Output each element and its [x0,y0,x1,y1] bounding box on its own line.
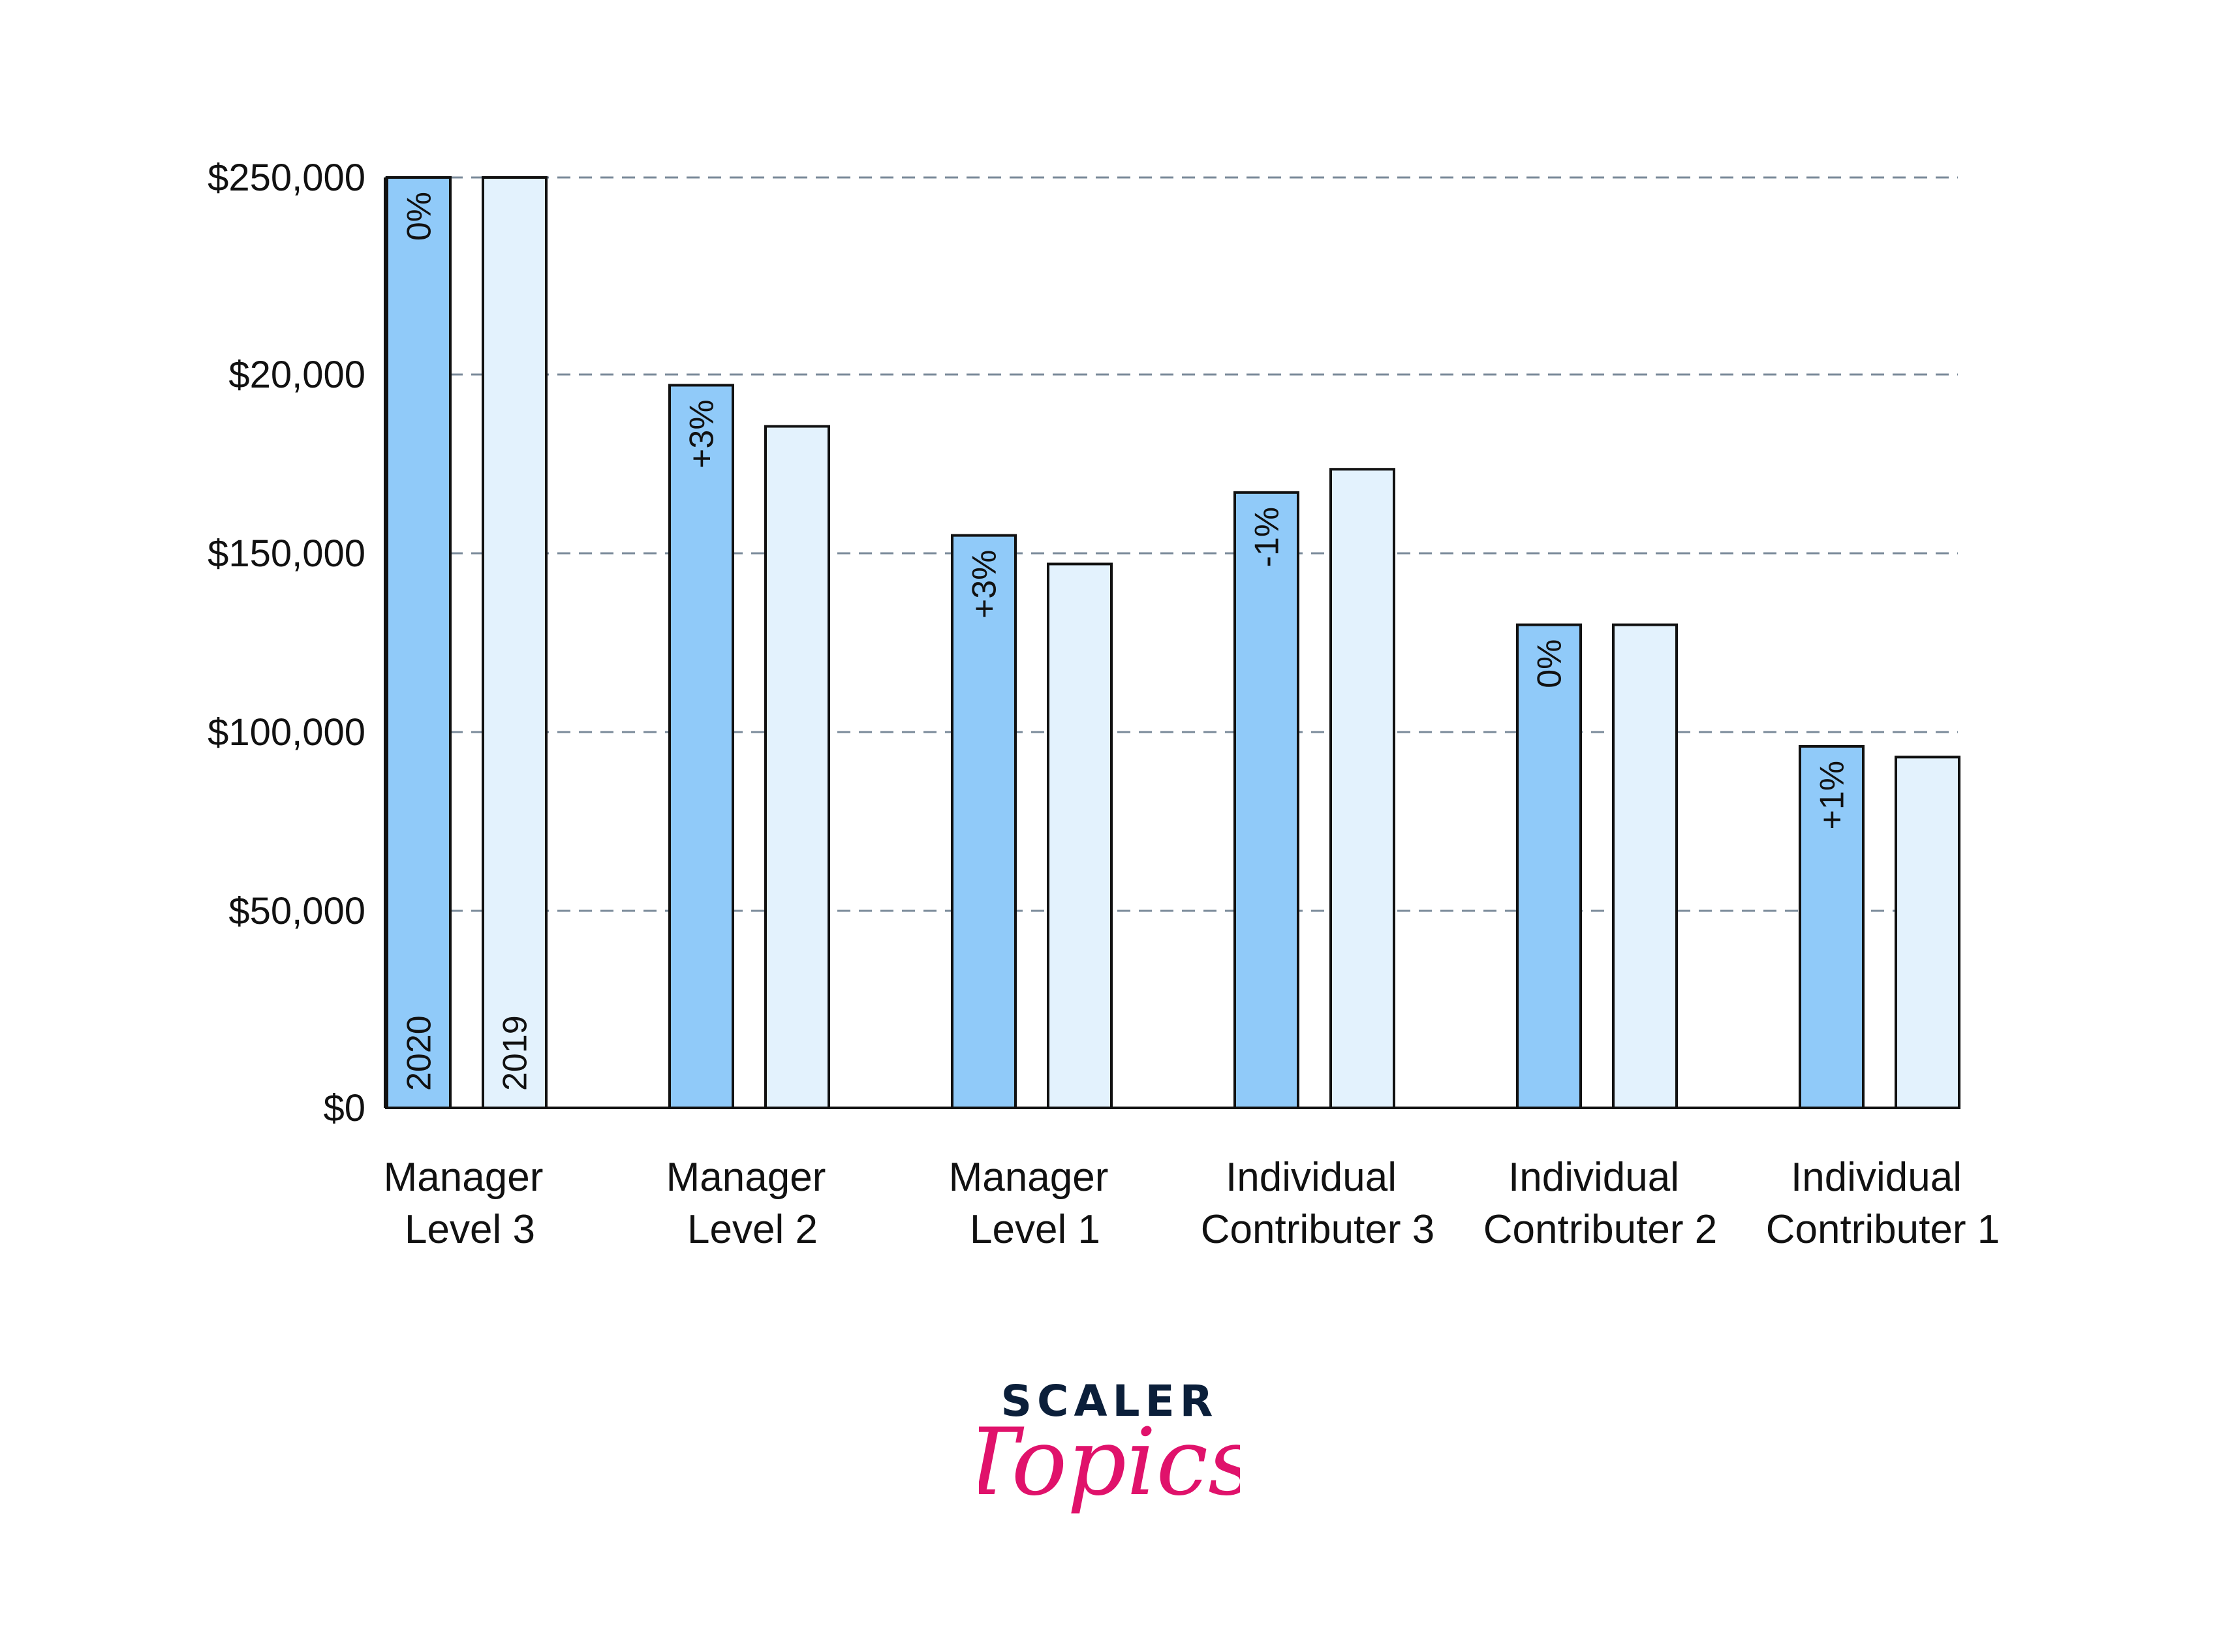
series-label-2019: 2019 [497,1015,534,1091]
y-axis-tick-labels: $0 $50,000 $100,000 $150,000 $20,000 $250,000 [208,157,365,1129]
category-label-line2: Contributer 2 [1483,1207,1717,1252]
y-tick-label: $250,000 [208,157,365,199]
bar-change-label: +3% [966,550,1004,619]
logo-top-text: SCALER [1000,1376,1218,1426]
bar-2020 [386,176,452,1109]
bar-2019 [1047,562,1113,1109]
y-tick-label: $100,000 [208,711,365,754]
bar-2020 [1799,744,1865,1110]
brand-logo: SCALER Topics [979,1376,1240,1516]
category-label-line2: Level 3 [405,1207,535,1252]
logo-bottom-text: Topics [979,1409,1240,1516]
category-label-line1: Manager [666,1155,826,1200]
series-label-2020: 2020 [401,1015,439,1091]
y-tick-label: $0 [323,1087,365,1129]
bars: 0% +3% +3% -1% 0% +1% 2020 2019 [386,176,1960,1110]
category-label-line1: Manager [384,1155,544,1200]
y-tick-label: $50,000 [228,890,365,932]
category-label-line2: Level 1 [970,1207,1100,1252]
y-tick-label: $150,000 [208,532,365,575]
axes [384,177,1960,1109]
bar-2020 [1516,623,1582,1109]
category-label-line1: Individual [1791,1155,1962,1200]
bar-2020 [1233,491,1299,1109]
category-label-line2: Contributer 3 [1201,1207,1434,1252]
bar-change-label: 0% [1531,639,1569,688]
bar-change-label: 0% [401,192,439,241]
bar-change-label: +1% [1814,761,1851,830]
bar-2019 [1329,468,1395,1109]
category-label-line1: Individual [1508,1155,1679,1200]
bar-change-label: +3% [683,399,721,468]
bar-2019 [482,176,548,1109]
bar-2019 [764,425,830,1110]
category-label-line1: Manager [949,1155,1109,1200]
category-label-line2: Contributer 1 [1766,1207,2000,1252]
bar-2019 [1895,756,1960,1109]
bar-2019 [1612,623,1678,1109]
x-axis-category-labels: Manager Level 3 Manager Level 2 Manager Level… [384,1155,2000,1252]
bar-change-label: -1% [1248,507,1286,567]
y-tick-label: $20,000 [228,354,365,396]
gridlines [385,176,1958,912]
bar-2020 [668,384,734,1110]
category-label-line2: Level 2 [687,1207,818,1252]
category-label-line1: Individual [1226,1155,1397,1200]
bar-2020 [951,534,1017,1109]
